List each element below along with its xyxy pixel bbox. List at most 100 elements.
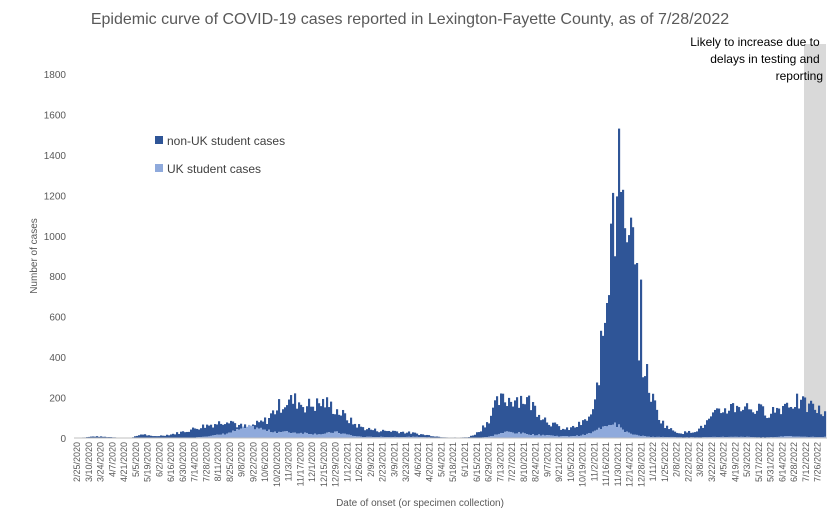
bar-non-uk — [290, 395, 293, 434]
bar-non-uk — [268, 418, 271, 430]
bar-uk-student — [712, 436, 715, 438]
bar-uk-student — [380, 436, 383, 438]
bar-non-uk — [530, 410, 533, 436]
bar-non-uk — [422, 434, 425, 438]
x-tick-label: 4/21/2020 — [119, 442, 129, 482]
x-tick-label: 4/20/2021 — [425, 442, 435, 482]
bar-uk-student — [298, 433, 301, 438]
bar-non-uk — [224, 424, 227, 435]
bar-non-uk — [648, 392, 651, 437]
bar-uk-student — [646, 436, 649, 438]
bar-non-uk — [426, 434, 429, 438]
bar-non-uk — [256, 420, 259, 428]
bar-uk-student — [824, 436, 827, 438]
bar-non-uk — [474, 434, 477, 438]
y-tick-label: 800 — [49, 272, 66, 283]
bar-uk-student — [502, 433, 505, 438]
bar-uk-student — [242, 426, 245, 438]
bar-uk-student — [390, 436, 393, 438]
bar-non-uk — [776, 407, 779, 437]
bar-uk-student — [722, 436, 725, 438]
bar-non-uk — [646, 364, 649, 437]
bar-uk-student — [218, 434, 221, 438]
bar-uk-student — [782, 436, 785, 438]
x-tick-label: 2/23/2021 — [378, 442, 388, 482]
bar-uk-student — [296, 433, 299, 438]
bar-non-uk — [572, 425, 575, 437]
bar-uk-student — [504, 431, 507, 438]
bar-non-uk — [790, 406, 793, 437]
bar-uk-student — [318, 434, 321, 438]
bar-non-uk — [356, 427, 359, 437]
bar-uk-student — [630, 433, 633, 438]
bar-non-uk — [252, 424, 255, 426]
bar-non-uk — [226, 422, 229, 434]
bar-non-uk — [638, 360, 641, 436]
bar-uk-student — [776, 436, 779, 438]
bar-non-uk — [392, 430, 395, 438]
bar-uk-student — [210, 435, 213, 438]
x-tick-label: 10/20/2020 — [272, 442, 282, 487]
bar-non-uk — [666, 425, 669, 438]
bar-non-uk — [622, 189, 625, 430]
bar-uk-student — [310, 433, 313, 438]
bar-non-uk — [360, 426, 363, 437]
bar-non-uk — [792, 408, 795, 437]
bar-uk-student — [332, 432, 335, 438]
x-tick-label: 10/19/2021 — [578, 442, 588, 487]
bar-uk-student — [202, 436, 205, 438]
bar-non-uk — [820, 414, 823, 438]
bar-non-uk — [768, 417, 771, 438]
bar-uk-student — [338, 433, 341, 438]
bar-non-uk — [512, 406, 515, 433]
bar-uk-student — [508, 431, 511, 438]
bar-uk-student — [414, 436, 417, 438]
bar-non-uk — [96, 436, 99, 438]
bar-uk-student — [284, 431, 287, 438]
bar-non-uk — [560, 429, 563, 437]
bar-uk-student — [224, 434, 227, 438]
bar-non-uk — [540, 420, 543, 436]
bar-non-uk — [626, 242, 629, 432]
bar-non-uk — [504, 402, 507, 432]
bar-uk-student — [280, 432, 283, 438]
x-tick-label: 5/31/2022 — [766, 442, 776, 482]
bar-uk-student — [268, 429, 271, 438]
bar-non-uk — [150, 435, 153, 438]
bar-non-uk — [544, 417, 547, 436]
bar-non-uk — [274, 414, 277, 432]
bar-non-uk — [202, 424, 205, 437]
bar-non-uk — [696, 431, 699, 438]
bar-non-uk — [816, 413, 819, 438]
bar-non-uk — [350, 417, 353, 436]
bar-uk-student — [532, 434, 535, 438]
bar-uk-student — [544, 435, 547, 438]
bar-uk-student — [566, 436, 569, 438]
bar-non-uk — [416, 433, 419, 437]
x-tick-label: 12/1/2020 — [307, 442, 317, 482]
x-tick-label: 1/12/2021 — [342, 442, 352, 482]
bar-non-uk — [208, 425, 211, 437]
bar-non-uk — [320, 406, 323, 435]
bar-non-uk — [766, 418, 769, 438]
bar-non-uk — [434, 436, 437, 438]
bar-non-uk — [204, 427, 207, 437]
bar-uk-student — [800, 436, 803, 438]
bar-non-uk — [736, 405, 739, 437]
bar-non-uk — [576, 426, 579, 436]
legend-swatch-uk — [155, 164, 163, 172]
bar-non-uk — [758, 403, 761, 438]
bar-non-uk — [814, 409, 817, 437]
x-tick-label: 7/28/2020 — [201, 442, 211, 482]
bar-non-uk — [364, 430, 367, 438]
bar-non-uk — [706, 420, 709, 437]
bar-uk-student — [526, 434, 529, 438]
bar-uk-student — [206, 436, 209, 438]
bar-uk-student — [734, 436, 737, 438]
bar-uk-student — [670, 436, 673, 438]
bar-uk-student — [256, 427, 259, 438]
bar-uk-student — [340, 433, 343, 438]
legend-swatch-non-uk — [155, 136, 163, 144]
x-tick-label: 5/5/2020 — [131, 442, 141, 477]
